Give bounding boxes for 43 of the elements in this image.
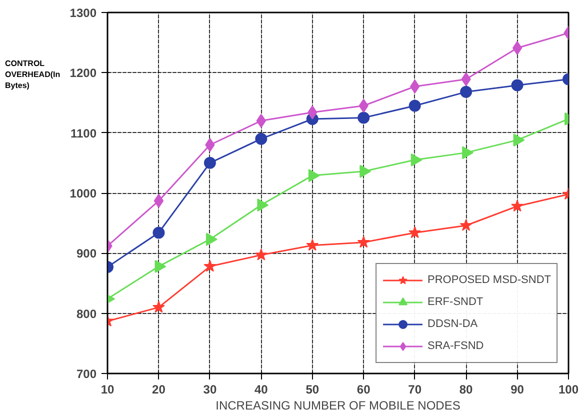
- y-tick-label: 1300: [70, 6, 97, 20]
- point: [254, 248, 268, 260]
- point: [511, 79, 524, 92]
- point: [206, 232, 218, 246]
- legend-label: SRA-FSND: [428, 340, 484, 352]
- point: [511, 200, 524, 212]
- y-tick-label: 1100: [70, 126, 97, 140]
- y-tick-label: 800: [76, 306, 97, 321]
- point: [204, 260, 216, 272]
- legend-label: DDSN-DA: [428, 318, 478, 330]
- x-axis-title: INCREASING NUMBER OF MOBILE NODES: [216, 398, 460, 412]
- point: [408, 100, 421, 112]
- point: [306, 238, 319, 251]
- x-tick-label: 60: [356, 382, 371, 396]
- point: [204, 156, 216, 169]
- point: [460, 86, 472, 98]
- x-tick-label: 100: [558, 382, 579, 396]
- x-tick-label: 70: [408, 382, 422, 396]
- x-tick-label: 30: [203, 382, 217, 396]
- x-tick-label: 80: [459, 382, 474, 396]
- legend-label: ERF-SNDT: [428, 296, 484, 308]
- point: [357, 236, 370, 248]
- y-tick-label: 1200: [70, 66, 97, 80]
- point: [152, 300, 165, 313]
- point: [358, 112, 370, 124]
- point: [408, 226, 422, 238]
- x-tick-label: 90: [510, 382, 524, 396]
- point: [460, 218, 472, 231]
- x-tick-label: 20: [152, 382, 166, 396]
- y-tick-label: 700: [76, 367, 97, 381]
- x-tick-label: 50: [306, 382, 320, 396]
- point: [512, 41, 522, 55]
- point: [152, 226, 165, 239]
- point: [154, 194, 164, 208]
- point: [255, 132, 268, 145]
- y-tick-label: 1000: [70, 186, 97, 200]
- point: [154, 260, 166, 273]
- x-tick-label: 10: [100, 382, 114, 396]
- point: [308, 169, 320, 182]
- y-axis-title: CONTROL OVERHEAD(In Bytes): [5, 58, 61, 91]
- x-tick-label: 40: [254, 382, 268, 396]
- y-tick-label: 900: [76, 246, 97, 261]
- legend-label: PROPOSED MSD-SNDT: [428, 274, 551, 286]
